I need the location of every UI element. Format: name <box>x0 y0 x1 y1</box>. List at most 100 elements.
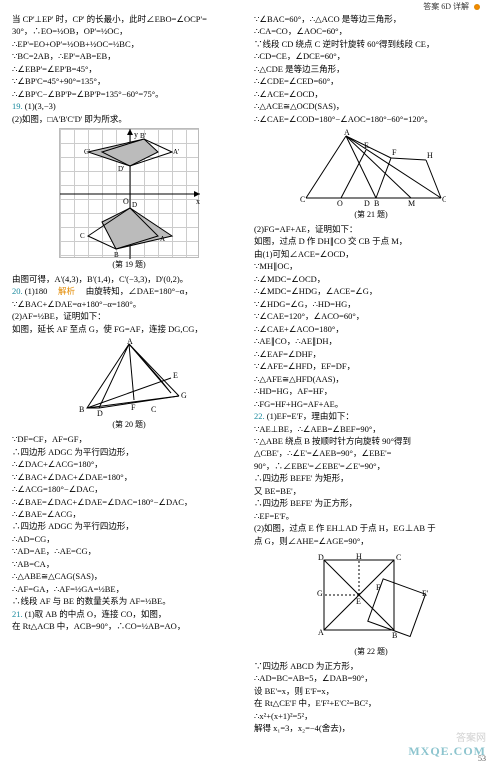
text-line: ∴△AFE≅△HFD(AAS)， <box>254 374 488 385</box>
text-line: 当 CP'⊥EP' 时，CP' 的长最小，此时∠EBO=∠OCP'= <box>12 14 246 25</box>
svg-text:C: C <box>151 405 156 414</box>
text-line: ∵四边形 ABCD 为正方形， <box>254 661 488 672</box>
svg-text:C: C <box>396 553 401 562</box>
svg-text:F: F <box>131 403 136 412</box>
text-line: ∴∠DAC+∠ACG=180°， <box>12 459 246 470</box>
text-line: ∴EP'=EO+OP'=½OB+½OC=½BC， <box>12 39 246 50</box>
text-line: ∴∠CAE+∠ACO=180°， <box>254 324 488 335</box>
text-line: ∵∠HDG=∠G，∴HD=HG， <box>254 299 488 310</box>
svg-text:D': D' <box>118 165 124 173</box>
text-line: ∴线段 AF 与 BE 的数量关系为 AF=½BE。 <box>12 596 246 607</box>
text-line: ∴CA=CO，∠AOC=60°， <box>254 26 488 37</box>
svg-text:E: E <box>173 371 178 380</box>
text-line: 由(1)可知∠ACE=∠OCD， <box>254 249 488 260</box>
text-line: ∵MH∥OC， <box>254 261 488 272</box>
watermark-url: MXQE.COM <box>408 743 486 759</box>
page-number: 53 <box>478 754 486 765</box>
text-line: ∴AD=BC=AB=5，∠DAB=90°， <box>254 673 488 684</box>
svg-text:F: F <box>392 148 397 157</box>
q19-part2: (2)如图，□A'B'C'D' 即为所求。 <box>12 114 246 125</box>
text-line: ∵∠CAE=120°，∠ACO=60°， <box>254 311 488 322</box>
text-line: ∴∠BAE=∠ACG， <box>12 509 246 520</box>
figure-19-caption: (第 19 题) <box>12 260 246 271</box>
figure-19-svg: x y O A' B' C' D' C B A D <box>60 129 200 259</box>
q20-p1: (1)180 <box>25 286 56 296</box>
text-line: ∵AB=CA， <box>12 559 246 570</box>
text-line: 90°，∴∠EBE'=∠EBE'=∠E'=90°， <box>254 461 488 472</box>
text-line: 解得 x₁=3，x₂=−4(舍去)， <box>254 723 488 734</box>
text-line: 在 Rt△CE'F 中，E'F²+E'C²=BC²， <box>254 698 488 709</box>
svg-text:D: D <box>318 553 324 562</box>
text-line: ∵∠AFE=∠HFD，EF=DF， <box>254 361 488 372</box>
svg-text:E: E <box>364 141 369 150</box>
text-line: 设 BE'=x，则 E'F=x， <box>254 686 488 697</box>
q21-line: 21. (1)取 AB 的中点 O，连接 CO，如图， <box>12 609 246 620</box>
text-line: ∴△CDE 是等边三角形， <box>254 64 488 75</box>
right-column: ∵∠BAC=60°，∴△ACO 是等边三角形， ∴CA=CO，∠AOC=60°，… <box>254 14 488 736</box>
svg-text:C: C <box>300 195 305 204</box>
q19-after: 由图可得，A'(4,3)，B'(1,4)，C'(−3,3)，D'(0,2)。 <box>12 274 246 285</box>
figure-21-svg: A C O D B M G E F H <box>296 128 446 208</box>
text-line: ∴四边形 BEFE' 为正方形， <box>254 498 488 509</box>
text-line: ∴∠EAF=∠DHF， <box>254 349 488 360</box>
question-number-19: 19. <box>12 101 23 111</box>
text-line: ∴四边形 ADGC 为平行四边形， <box>12 521 246 532</box>
svg-text:D: D <box>132 201 137 209</box>
q20-a1: 由旋转知，∠DAE=180°−α， <box>77 286 193 296</box>
text-line: ∵DF=CF，AF=GF， <box>12 434 246 445</box>
text-line: ∴△ACE≅△OCD(SAS)， <box>254 101 488 112</box>
two-column-layout: 当 CP'⊥EP' 时，CP' 的长最小，此时∠EBO=∠OCP'= 30°，∴… <box>0 14 500 736</box>
text-line: ∵∠BAC+∠DAE=α+180°−α=180°。 <box>12 299 246 310</box>
svg-text:B: B <box>79 405 84 414</box>
q20-p3: 如图，延长 AF 至点 G，使 FG=AF，连接 DG,CG， <box>12 324 246 335</box>
svg-text:A: A <box>318 628 324 637</box>
svg-text:O: O <box>123 197 129 206</box>
svg-text:O: O <box>337 199 343 208</box>
svg-text:A: A <box>160 235 165 243</box>
text-line: 又 BE=BE'， <box>254 486 488 497</box>
svg-text:D: D <box>364 199 370 208</box>
text-line: ∵△ABE 绕点 B 按顺时针方向旋转 90°得到 <box>254 436 488 447</box>
text-line: ∴CD=CE，∠DCE=60°， <box>254 51 488 62</box>
question-number-20: 20. <box>12 286 23 296</box>
text-line: ∴AE∥CO，∴AE∥DH， <box>254 336 488 347</box>
svg-text:B': B' <box>140 132 146 140</box>
q22-p2: (2)如图，过点 E 作 EH⊥AD 于点 H，EG⊥AB 于 <box>254 523 488 534</box>
svg-text:A: A <box>344 128 350 137</box>
text-line: ∴∠BAE=∠DAC+∠DAE=∠DAC=180°−∠DAC， <box>12 497 246 508</box>
q20-p2: (2)AF=½BE，证明如下： <box>12 311 246 322</box>
figure-19-grid: x y O A' B' C' D' C B A D <box>59 128 199 258</box>
svg-text:C: C <box>80 232 85 240</box>
q22-line: 22. (1)EF=E'F，理由如下： <box>254 411 488 422</box>
svg-text:H: H <box>427 151 433 160</box>
left-column: 当 CP'⊥EP' 时，CP' 的长最小，此时∠EBO=∠OCP'= 30°，∴… <box>12 14 246 736</box>
text-line: 如图，过点 D 作 DH∥CO 交 CB 于点 M， <box>254 236 488 247</box>
text-line: ∴∠MDC=∠HDG，∠ACE=∠G， <box>254 286 488 297</box>
svg-text:A': A' <box>173 148 179 156</box>
header-text: 答案 6D 详解 <box>423 2 469 11</box>
q19-line: 19. (1)(3,−3) <box>12 101 246 112</box>
svg-text:x: x <box>196 197 200 206</box>
figure-20-svg: A B D F E G C <box>69 338 189 418</box>
text-line: ∵线段 CD 绕点 C 逆时针旋转 60°得到线段 CE， <box>254 39 488 50</box>
figure-20-caption: (第 20 题) <box>12 420 246 431</box>
q22-p2b: 点 G，则∠AHE=∠AGE=90°， <box>254 536 488 547</box>
q20-line: 20. (1)180 解析 由旋转知，∠DAE=180°−α， <box>12 286 246 297</box>
text-line: △CBE'，∴∠E'=∠AEB=90°，∠EBE'= <box>254 448 488 459</box>
text-line: ∴EF=E'F。 <box>254 511 488 522</box>
q21-p1: (1)取 AB 的中点 O，连接 CO，如图， <box>25 609 167 619</box>
svg-text:M: M <box>408 199 415 208</box>
text-line: (2)FG=AF+AE，证明如下： <box>254 224 488 235</box>
text-line: ∴∠CDE=∠CED=60°， <box>254 76 488 87</box>
q21-p2: 在 Rt△ACB 中，ACB=90°，∴CO=½AB=AO， <box>12 621 246 632</box>
text-line: ∴△ABE≅△CAG(SAS)， <box>12 571 246 582</box>
text-line: ∴∠ACE=∠OCD， <box>254 89 488 100</box>
text-line: ∵∠BAC=60°，∴△ACO 是等边三角形， <box>254 14 488 25</box>
svg-text:C': C' <box>84 148 90 156</box>
text-line: ∴HD=HG，AF=HF， <box>254 386 488 397</box>
text-line: ∴∠MDC=∠OCD， <box>254 274 488 285</box>
text-line: ∴四边形 ADGC 为平行四边形， <box>12 447 246 458</box>
text-line: ∴FG=HF+HG=AF+AE。 <box>254 399 488 410</box>
text-line: ∴∠CAE=∠COD=180°−∠AOC=180°−60°=120°。 <box>254 114 488 125</box>
svg-text:B: B <box>374 199 379 208</box>
